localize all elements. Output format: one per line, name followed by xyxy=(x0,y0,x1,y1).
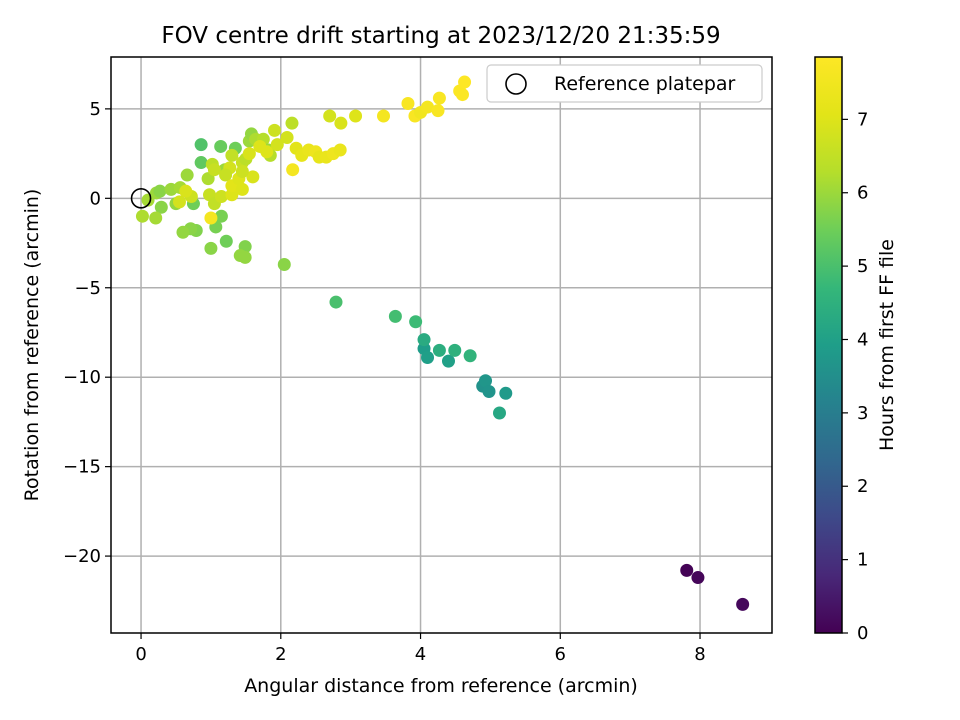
data-point xyxy=(194,138,208,152)
colorbar-gradient xyxy=(815,57,842,633)
data-point xyxy=(214,209,228,223)
data-point xyxy=(180,168,194,182)
data-point xyxy=(219,234,233,248)
data-point xyxy=(153,184,167,198)
colorbar-tick-label: 1 xyxy=(857,550,868,571)
data-point xyxy=(225,148,239,162)
x-tick-label: 0 xyxy=(135,644,146,665)
data-point xyxy=(235,164,249,178)
data-point xyxy=(238,250,252,264)
data-point xyxy=(214,139,228,153)
data-point xyxy=(458,75,472,89)
data-point xyxy=(286,163,300,177)
data-point xyxy=(280,130,294,144)
data-point xyxy=(448,343,462,357)
legend-label-reference-platepar: Reference platepar xyxy=(554,73,736,95)
colorbar-frame xyxy=(814,56,843,634)
data-point xyxy=(401,97,415,111)
x-tick-label: 4 xyxy=(415,644,426,665)
data-point xyxy=(482,385,496,399)
data-point xyxy=(421,351,435,365)
data-point xyxy=(349,109,363,123)
data-point xyxy=(329,295,343,309)
y-tick-label: 5 xyxy=(90,99,101,120)
data-point xyxy=(691,571,705,585)
x-tick-label: 8 xyxy=(694,644,705,665)
data-point xyxy=(135,209,149,223)
x-axis-ticks: 0 2 4 6 8 xyxy=(135,633,706,665)
data-point xyxy=(149,211,163,225)
colorbar-tick-label: 2 xyxy=(857,476,868,497)
data-point xyxy=(207,163,221,177)
data-point xyxy=(479,374,493,388)
data-points xyxy=(135,75,750,611)
data-point xyxy=(409,315,423,329)
data-point xyxy=(463,349,477,363)
legend: Reference platepar xyxy=(486,64,763,103)
data-point xyxy=(204,211,218,225)
data-point xyxy=(176,225,190,239)
y-tick-label: −10 xyxy=(63,367,101,388)
data-point xyxy=(270,138,284,152)
y-tick-label: −20 xyxy=(63,546,101,567)
y-axis-label: Rotation from reference (arcmin) xyxy=(21,189,43,502)
data-point xyxy=(172,195,186,209)
colorbar-tick-label: 6 xyxy=(857,183,868,204)
x-axis-label: Angular distance from reference (arcmin) xyxy=(244,675,638,697)
x-tick-label: 2 xyxy=(275,644,286,665)
data-point xyxy=(323,109,337,123)
data-point xyxy=(492,406,506,420)
colorbar-tick-label: 0 xyxy=(857,623,868,644)
colorbar: 0 1 2 3 4 5 6 7 Hours from first FF file xyxy=(814,56,898,644)
data-point xyxy=(680,563,694,577)
y-axis-ticks: 5 0 −5 −10 −15 −20 xyxy=(63,99,111,567)
data-point xyxy=(277,258,291,272)
y-tick-label: 0 xyxy=(90,188,101,209)
data-point xyxy=(242,147,256,161)
data-point xyxy=(499,386,513,400)
data-point xyxy=(333,143,347,157)
data-point xyxy=(268,123,282,137)
x-tick-label: 6 xyxy=(555,644,566,665)
data-point xyxy=(431,104,445,118)
data-point xyxy=(377,109,391,123)
plot-frame xyxy=(110,56,773,634)
data-point xyxy=(736,597,750,611)
data-point xyxy=(204,241,218,255)
legend-marker-reference-platepar xyxy=(505,73,527,95)
data-point xyxy=(260,145,274,159)
data-point xyxy=(334,116,348,130)
data-point xyxy=(225,188,239,202)
colorbar-tick-label: 5 xyxy=(857,256,868,277)
y-tick-label: −5 xyxy=(74,278,101,299)
y-tick-label: −15 xyxy=(63,457,101,478)
colorbar-ticks: 0 1 2 3 4 5 6 7 xyxy=(842,109,868,644)
data-point xyxy=(246,170,260,184)
data-point xyxy=(194,156,208,170)
legend-box xyxy=(486,64,763,103)
reference-platepar-marker xyxy=(130,188,152,209)
data-point xyxy=(455,88,469,102)
data-point xyxy=(235,182,249,196)
data-point xyxy=(179,184,193,198)
data-point xyxy=(441,354,455,368)
chart-title: FOV centre drift starting at 2023/12/20 … xyxy=(161,23,720,49)
colorbar-label: Hours from first FF file xyxy=(876,239,898,451)
data-point xyxy=(214,190,228,204)
data-point xyxy=(219,168,233,182)
data-point xyxy=(432,343,446,357)
data-point xyxy=(432,91,446,105)
colorbar-tick-label: 7 xyxy=(857,109,868,130)
data-point xyxy=(421,100,435,114)
data-point xyxy=(388,309,402,323)
data-point xyxy=(285,116,299,130)
colorbar-tick-label: 4 xyxy=(857,329,868,350)
data-point xyxy=(417,333,431,347)
data-point xyxy=(154,200,168,214)
colorbar-tick-label: 3 xyxy=(857,403,868,424)
